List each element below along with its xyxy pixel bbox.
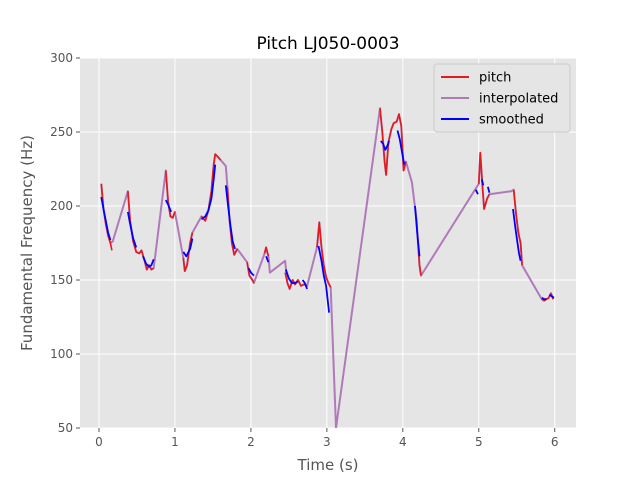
x-tick-label: 5 <box>475 435 483 449</box>
series-line-pitch <box>284 272 308 290</box>
series-line-smoothed <box>548 294 555 299</box>
series-line-smoothed <box>512 208 522 261</box>
series-line-smoothed <box>265 255 270 263</box>
series-line-smoothed <box>182 238 194 258</box>
x-axis-label: Time (s) <box>297 456 359 474</box>
y-tick-label: 200 <box>50 199 73 213</box>
series-line-smoothed <box>396 130 406 165</box>
series-line-smoothed <box>480 179 485 186</box>
series-line-pitch <box>200 153 222 222</box>
series-line-pitch <box>182 232 194 272</box>
legend: pitch interpolated smoothed <box>433 63 571 133</box>
legend-label-interpolated: interpolated <box>479 92 558 107</box>
y-tick-label: 50 <box>58 421 73 435</box>
series-line-smoothed <box>165 199 172 213</box>
series-line-smoothed <box>284 269 299 284</box>
y-tick-label: 300 <box>50 51 73 65</box>
series-line-smoothed <box>301 279 308 290</box>
series-line-pitch <box>165 170 176 219</box>
series-line-smoothed <box>380 140 390 151</box>
series-line-smoothed <box>224 185 236 250</box>
y-tick-label: 150 <box>50 273 73 287</box>
series-line-pitch <box>512 189 523 266</box>
x-tick-label: 6 <box>551 435 559 449</box>
x-tick-label: 4 <box>399 435 407 449</box>
series-layer <box>100 107 555 428</box>
y-tick-label: 250 <box>50 125 73 139</box>
x-tick-label: 0 <box>95 435 103 449</box>
series-line-smoothed <box>487 186 491 193</box>
tick-labels: 0 1 2 3 4 5 6 50 100 150 200 250 300 <box>50 51 558 449</box>
series-line-pitch <box>478 151 491 210</box>
series-line-smoothed <box>142 255 155 268</box>
series-line-pitch <box>379 108 407 176</box>
series-line-smoothed <box>541 297 547 301</box>
y-tick-label: 100 <box>50 347 73 361</box>
series-line-pitch <box>316 221 332 288</box>
legend-label-pitch: pitch <box>479 71 511 86</box>
x-tick-label: 2 <box>247 435 255 449</box>
legend-box <box>433 63 571 133</box>
series-line-smoothed <box>474 189 479 195</box>
series-line-smoothed <box>200 164 217 221</box>
x-tick-label: 3 <box>323 435 331 449</box>
series-line-pitch <box>541 292 554 302</box>
series-line-smoothed <box>414 205 421 257</box>
series-line-smoothed <box>247 267 255 277</box>
chart-title: Pitch LJ050-0003 <box>256 34 399 54</box>
series-line-smoothed <box>100 196 112 241</box>
series-line-smoothed <box>127 211 138 248</box>
y-axis-label: Fundamental Frequency (Hz) <box>18 135 36 351</box>
series-line-pitch <box>263 246 270 257</box>
x-tick-label: 1 <box>171 435 179 449</box>
series-line-smoothed <box>317 245 330 313</box>
legend-label-smoothed: smoothed <box>479 113 544 128</box>
